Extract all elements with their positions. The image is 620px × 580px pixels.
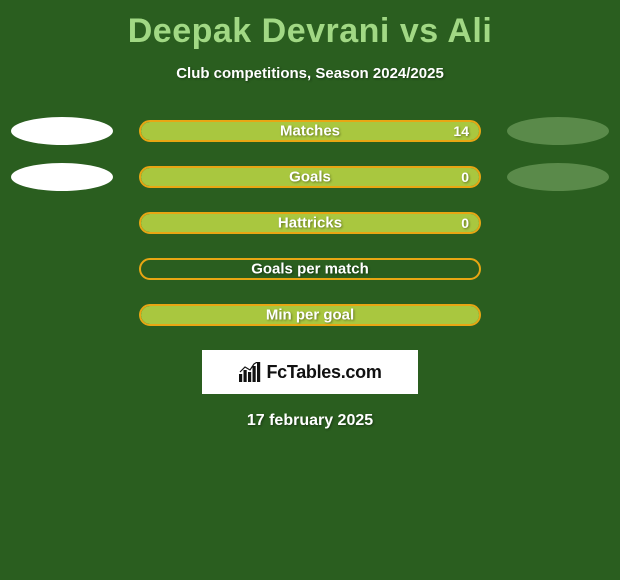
stat-label: Goals per match: [141, 261, 479, 278]
date-text: 17 february 2025: [0, 412, 620, 430]
spacer: [11, 255, 113, 283]
stat-row-hattricks: Hattricks 0: [0, 212, 620, 234]
stat-bar: Goals per match: [139, 258, 481, 280]
spacer: [507, 301, 609, 329]
stat-value: 0: [461, 169, 469, 185]
stat-value: 14: [453, 123, 469, 139]
player2-marker: [507, 163, 609, 191]
stat-bar: Goals 0: [139, 166, 481, 188]
bars-icon: [238, 362, 262, 382]
brand-box: FcTables.com: [202, 350, 418, 394]
page-title: Deepak Devrani vs Ali: [0, 0, 620, 51]
brand: FcTables.com: [238, 362, 381, 383]
brand-text: FcTables.com: [266, 362, 381, 383]
stat-label: Min per goal: [141, 307, 479, 324]
stat-row-min-per-goal: Min per goal: [0, 304, 620, 326]
spacer: [507, 255, 609, 283]
stat-label: Goals: [141, 169, 479, 186]
spacer: [11, 301, 113, 329]
stat-bar: Matches 14: [139, 120, 481, 142]
stat-row-goals: Goals 0: [0, 166, 620, 188]
stat-bar: Min per goal: [139, 304, 481, 326]
spacer: [507, 209, 609, 237]
stat-row-matches: Matches 14: [0, 120, 620, 142]
stat-label: Hattricks: [141, 215, 479, 232]
stats-rows: Matches 14 Goals 0 Hattricks 0 Goals per…: [0, 120, 620, 326]
player2-marker: [507, 117, 609, 145]
subtitle: Club competitions, Season 2024/2025: [0, 65, 620, 82]
stat-value: 0: [461, 215, 469, 231]
stat-bar: Hattricks 0: [139, 212, 481, 234]
player1-marker: [11, 117, 113, 145]
stat-label: Matches: [141, 123, 479, 140]
spacer: [11, 209, 113, 237]
player1-marker: [11, 163, 113, 191]
stat-row-goals-per-match: Goals per match: [0, 258, 620, 280]
